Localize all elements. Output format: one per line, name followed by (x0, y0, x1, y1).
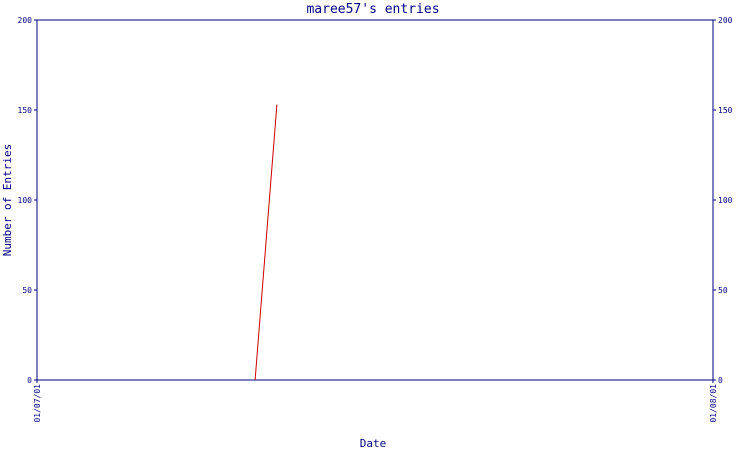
y-tick-label-left: 100 (18, 196, 33, 205)
x-axis-label: Date (360, 437, 387, 450)
series-line (254, 104, 278, 381)
y-tick-label-right: 0 (718, 376, 723, 385)
x-axis: 01/07/01 01/08/01 (33, 380, 718, 423)
y-axis-label: Number of Entries (1, 144, 14, 257)
y-tick-label-left: 150 (18, 106, 33, 115)
y-axis-left: 0 50 100 150 200 (18, 16, 37, 385)
series-layer (254, 104, 278, 381)
y-tick-label-right: 150 (718, 106, 733, 115)
chart-title: maree57's entries (306, 2, 439, 17)
y-tick-label-left: 200 (18, 16, 33, 25)
x-tick-label: 01/08/01 (709, 384, 718, 423)
y-tick-label-right: 200 (718, 16, 733, 25)
y-tick-label-right: 50 (718, 286, 728, 295)
x-tick-label: 01/07/01 (33, 384, 42, 423)
plot-area (36, 19, 714, 381)
y-tick-label-right: 100 (718, 196, 733, 205)
y-tick-label-left: 0 (27, 376, 32, 385)
y-axis-right: 0 50 100 150 200 (713, 16, 733, 385)
y-tick-label-left: 50 (22, 286, 32, 295)
